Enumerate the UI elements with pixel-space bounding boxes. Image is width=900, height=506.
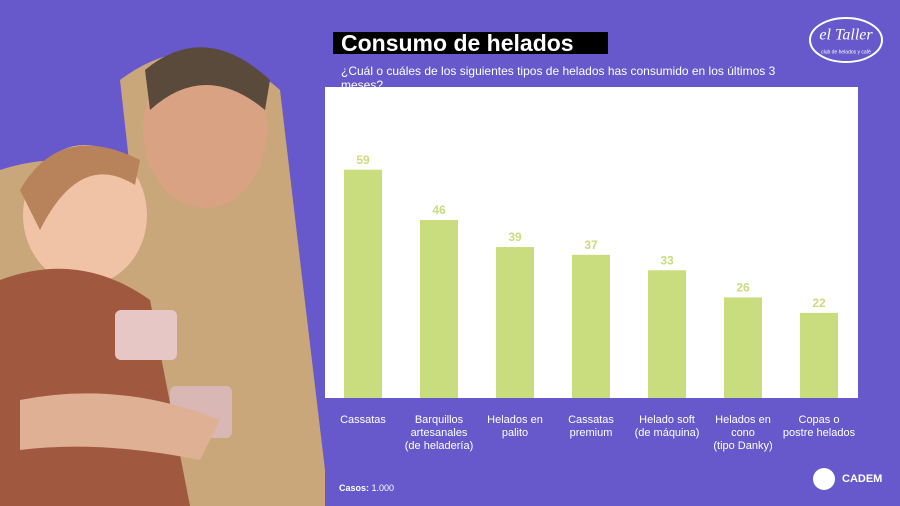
photo	[0, 0, 325, 506]
value-label: 33	[660, 253, 674, 267]
bar	[496, 247, 534, 398]
x-tick-label: Helados en cono (tipo Danky)	[713, 414, 773, 452]
bar	[800, 312, 838, 398]
value-label: 22	[812, 296, 826, 310]
value-label: 26	[736, 281, 750, 295]
brand-name: el Taller	[819, 27, 873, 44]
value-label: 59	[356, 153, 370, 167]
value-label: 46	[432, 203, 446, 217]
x-tick-label: Helado soft (de máquina)	[634, 414, 700, 439]
x-tick-label: Helados en palito	[487, 414, 543, 439]
value-label: 37	[584, 238, 598, 252]
source-logo: CADEM	[842, 473, 882, 485]
x-tick-label: Copas o postre helados	[782, 414, 856, 439]
x-tick-label: Cassatas	[340, 414, 386, 426]
bar	[572, 254, 610, 398]
bar	[724, 297, 762, 398]
footnote-label: Casos:	[339, 483, 370, 493]
bar	[648, 270, 686, 398]
brand-tagline: club de helados y café	[821, 49, 871, 55]
bar	[420, 219, 458, 398]
bar	[344, 169, 382, 398]
footnote: Casos: 1.000	[339, 483, 394, 493]
chart-title: Consumo de helados	[333, 32, 608, 55]
x-tick-label: Barquillos artesanales (de heladería)	[404, 414, 474, 452]
source-icon	[813, 468, 835, 490]
footnote-value: 1.000	[371, 483, 395, 493]
brand-logo	[809, 17, 883, 63]
x-tick-label: Cassatas premium	[568, 414, 614, 439]
value-label: 39	[508, 230, 522, 244]
chart-subtitle: ¿Cuál o cuáles de los siguientes tipos d…	[341, 64, 776, 92]
